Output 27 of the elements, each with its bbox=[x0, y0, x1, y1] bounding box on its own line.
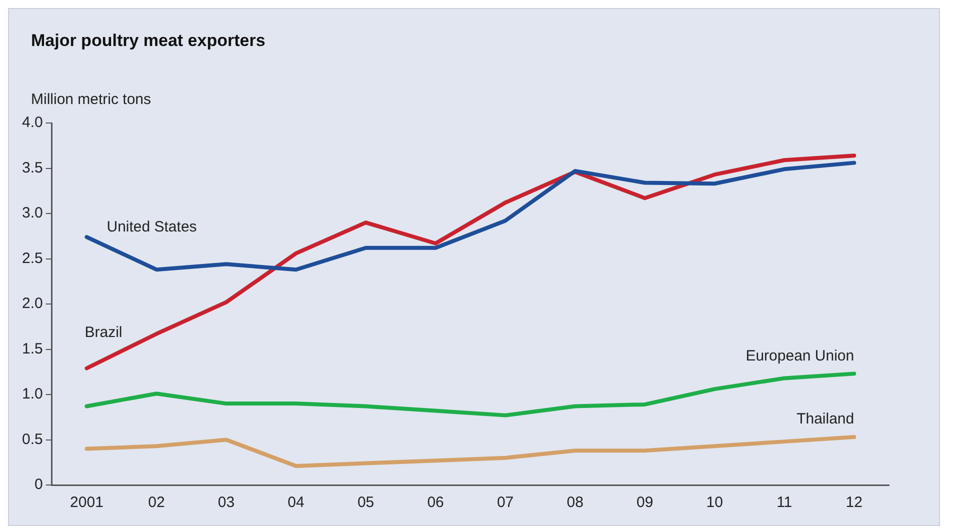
series-label: Brazil bbox=[84, 324, 122, 341]
x-tick-label: 09 bbox=[636, 494, 654, 512]
y-tick-label: 3.0 bbox=[22, 204, 43, 222]
x-tick-label: 05 bbox=[357, 494, 374, 512]
x-tick-label: 02 bbox=[148, 494, 165, 512]
series-label: United States bbox=[106, 218, 197, 236]
y-axis-title: Million metric tons bbox=[31, 91, 152, 108]
y-tick-label: 2.0 bbox=[22, 295, 43, 312]
y-tick-label: 1.5 bbox=[22, 340, 43, 358]
y-tick-label: 0.5 bbox=[22, 430, 43, 448]
x-tick-label: 04 bbox=[288, 494, 304, 512]
x-tick-label: 10 bbox=[706, 494, 723, 512]
series-label: Thailand bbox=[796, 410, 854, 428]
y-tick-label: 0 bbox=[34, 476, 43, 494]
y-tick-label: 2.5 bbox=[22, 250, 43, 267]
x-tick-label: 08 bbox=[566, 494, 584, 512]
x-tick-label: 06 bbox=[427, 494, 444, 512]
chart-title: Major poultry meat exporters bbox=[31, 31, 266, 51]
x-tick-label: 2001 bbox=[70, 494, 104, 512]
x-tick-label: 11 bbox=[776, 494, 792, 512]
y-tick-label: 1.0 bbox=[22, 386, 43, 403]
x-tick-label: 12 bbox=[846, 494, 862, 512]
series-label: European Union bbox=[746, 347, 854, 364]
y-tick-label: 3.5 bbox=[22, 159, 43, 176]
x-tick-label: 03 bbox=[218, 494, 235, 512]
x-tick-label: 07 bbox=[496, 494, 514, 512]
y-tick-label: 4.0 bbox=[22, 114, 43, 132]
